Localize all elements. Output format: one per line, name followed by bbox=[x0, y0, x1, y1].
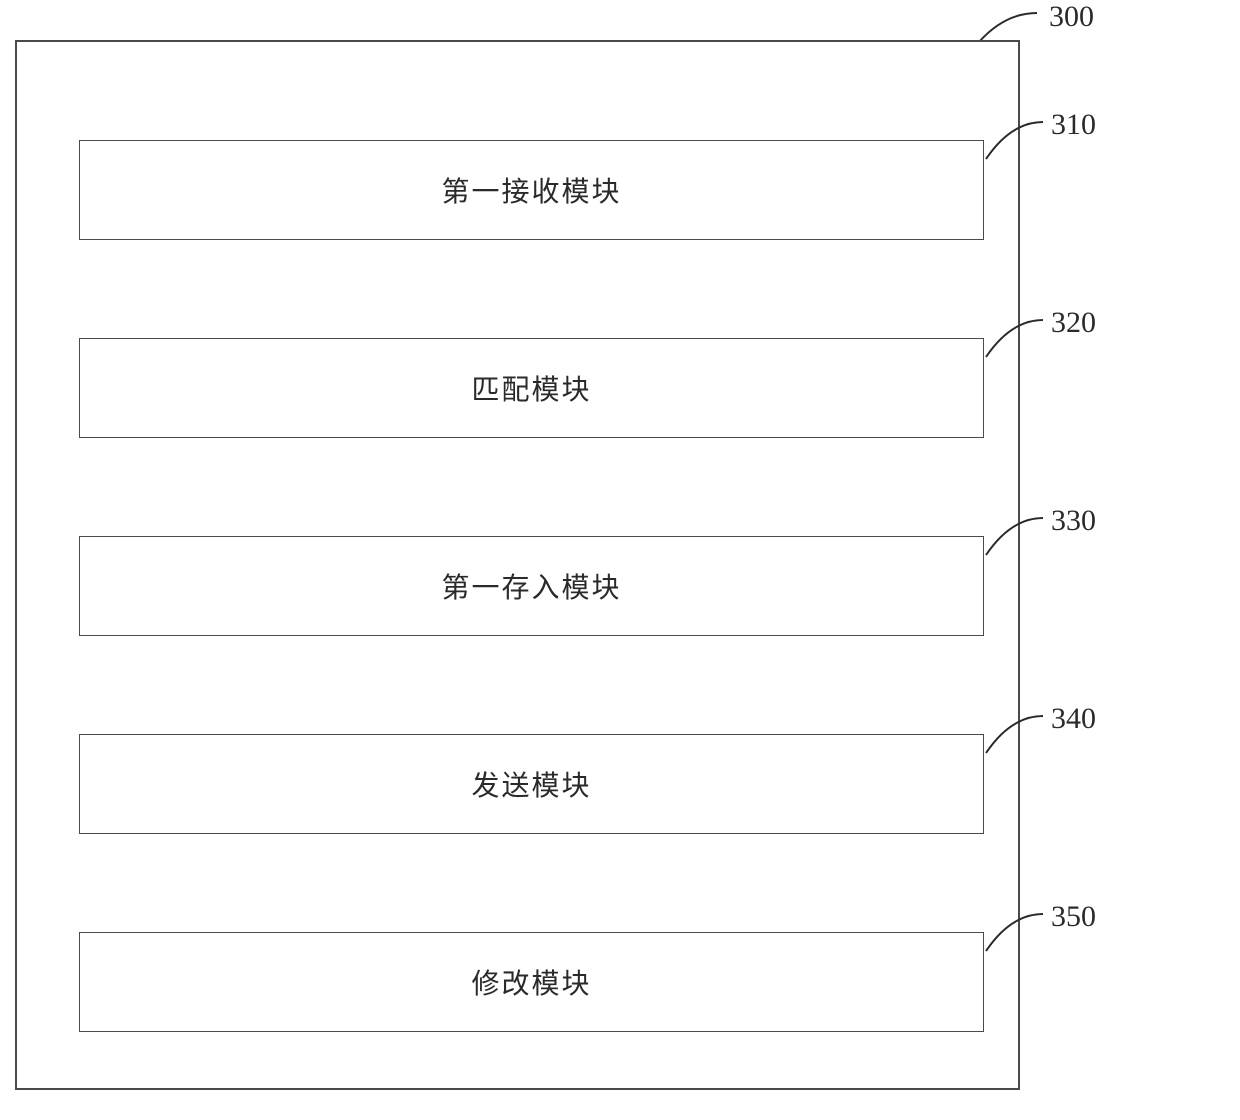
module-label-1: 第一接收模块 bbox=[441, 170, 621, 210]
ref-label-3: 330 bbox=[1051, 504, 1096, 538]
module-box-5: 修改模块 bbox=[79, 932, 984, 1032]
module-box-1: 第一接收模块 bbox=[79, 140, 984, 240]
module-label-3: 第一存入模块 bbox=[441, 566, 621, 606]
ref-label-4: 340 bbox=[1051, 702, 1096, 736]
module-box-3: 第一存入模块 bbox=[79, 536, 984, 636]
module-label-4: 发送模块 bbox=[471, 764, 591, 804]
module-box-4: 发送模块 bbox=[79, 734, 984, 834]
ref-label-container: 300 bbox=[1049, 0, 1094, 34]
module-box-2: 匹配模块 bbox=[79, 338, 984, 438]
module-label-5: 修改模块 bbox=[471, 962, 591, 1002]
system-container: 第一接收模块 匹配模块 第一存入模块 发送模块 修改模块 bbox=[15, 40, 1020, 1090]
ref-label-5: 350 bbox=[1051, 900, 1096, 934]
module-label-2: 匹配模块 bbox=[471, 368, 591, 408]
ref-label-2: 320 bbox=[1051, 306, 1096, 340]
ref-label-1: 310 bbox=[1051, 108, 1096, 142]
